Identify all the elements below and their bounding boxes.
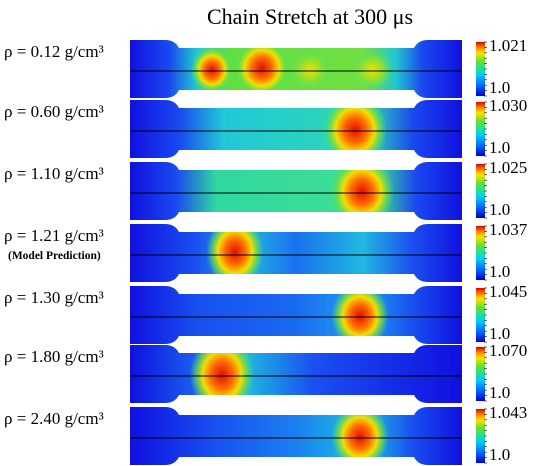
colorbar-min-label: 1.0	[489, 445, 511, 464]
colorbar-max-label: 1.025	[489, 158, 528, 177]
colorbar	[476, 42, 485, 96]
colorbar-min-label: 1.0	[489, 324, 511, 343]
colorbar-min-label: 1.0	[489, 78, 511, 97]
colorbar-min-label: 1.0	[489, 262, 511, 281]
stretch-hotspot	[331, 407, 389, 465]
stretch-hotspot	[329, 162, 395, 220]
colorbar-max-label: 1.037	[489, 220, 528, 239]
colorbar-max-label: 1.045	[489, 282, 528, 301]
colorbar	[476, 409, 485, 463]
specimen-panel	[130, 407, 462, 465]
stretch-hotspot	[288, 49, 332, 91]
specimen-panel	[130, 40, 462, 98]
model-prediction-note: (Model Prediction)	[8, 250, 101, 262]
colorbar	[476, 288, 485, 342]
density-label: ρ = 1.21 g/cm³	[4, 226, 104, 245]
colorbar	[476, 347, 485, 401]
stretch-hotspot	[189, 345, 255, 403]
colorbar-min-label: 1.0	[489, 383, 511, 402]
density-label: ρ = 0.60 g/cm³	[4, 102, 104, 121]
specimen-panel	[130, 345, 462, 403]
stretch-hotspot	[190, 46, 234, 94]
specimen-panel	[130, 286, 462, 344]
stretch-hotspot	[233, 40, 291, 98]
stretch-hotspot	[322, 100, 388, 158]
figure-title: Chain Stretch at 300 μs	[206, 4, 414, 29]
colorbar-max-label: 1.021	[489, 36, 528, 55]
density-label: ρ = 1.80 g/cm³	[4, 347, 104, 366]
colorbar-min-label: 1.0	[489, 200, 511, 219]
specimen-panel	[130, 224, 462, 282]
colorbar-max-label: 1.070	[489, 341, 528, 360]
density-label: ρ = 1.30 g/cm³	[4, 288, 104, 307]
stretch-hotspot	[206, 224, 264, 282]
specimen-panel	[130, 100, 462, 158]
stretch-hotspot	[331, 286, 389, 344]
density-label: ρ = 2.40 g/cm³	[4, 409, 104, 428]
colorbar	[476, 164, 485, 218]
colorbar	[476, 102, 485, 156]
colorbar	[476, 226, 485, 280]
specimen-panel	[130, 162, 462, 220]
colorbar-min-label: 1.0	[489, 138, 511, 157]
stretch-hotspot	[350, 49, 394, 91]
density-label: ρ = 1.10 g/cm³	[4, 164, 104, 183]
density-label: ρ = 0.12 g/cm³	[4, 42, 104, 61]
colorbar-max-label: 1.030	[489, 96, 528, 115]
colorbar-max-label: 1.043	[489, 403, 528, 422]
